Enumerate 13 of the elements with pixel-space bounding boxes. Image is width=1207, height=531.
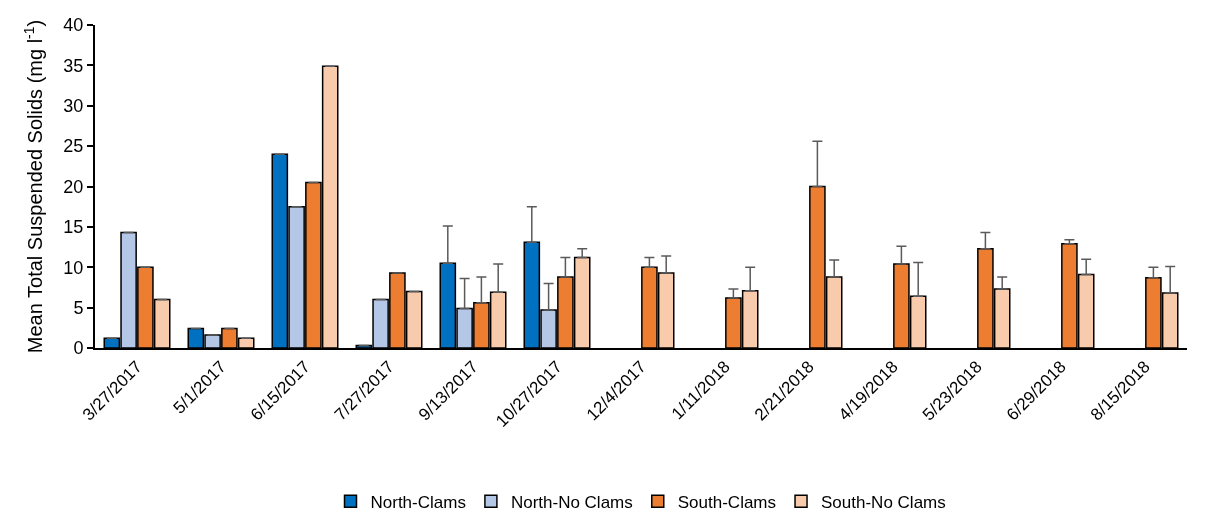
- y-tick-label: 35: [63, 55, 84, 76]
- y-tick-label: 15: [63, 217, 84, 238]
- y-tick-label: 30: [63, 96, 84, 117]
- legend-label: South-No Clams: [821, 492, 946, 512]
- y-tick-label: 20: [63, 176, 84, 197]
- y-tick-label: 0: [73, 338, 84, 359]
- y-tick-label: 5: [73, 297, 84, 318]
- y-tick-label: 40: [63, 15, 84, 36]
- legend-label: South-Clams: [677, 492, 777, 512]
- legend-label: North-No Clams: [510, 492, 633, 512]
- y-tick-label: 25: [63, 136, 84, 157]
- legend-label: North-Clams: [370, 492, 466, 512]
- y-tick-label: 10: [63, 257, 84, 278]
